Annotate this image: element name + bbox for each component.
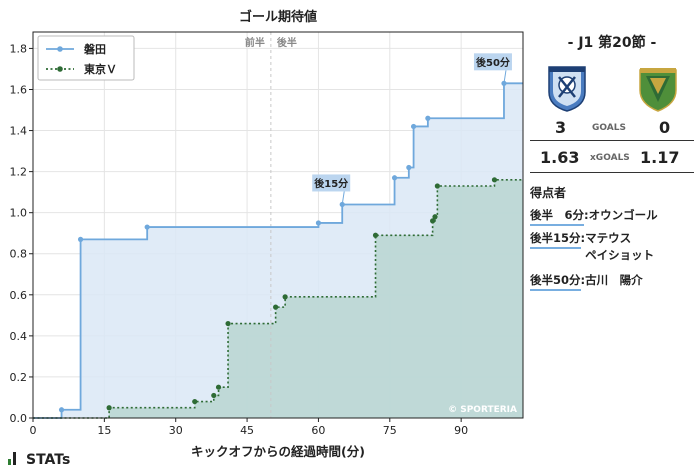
away-shot-point xyxy=(215,384,222,390)
legend-marker xyxy=(57,46,63,52)
match-title: - J1 第20節 - xyxy=(567,35,657,51)
away-xg-area xyxy=(33,179,523,418)
home-shot-point xyxy=(410,123,417,130)
legend-label: 東京Ｖ xyxy=(84,62,117,76)
home-team-crest xyxy=(548,66,586,112)
away-team-crest xyxy=(639,68,677,112)
goal-callout-label: 後15分 xyxy=(314,177,348,190)
stats-logo-text: STATs xyxy=(26,452,71,468)
y-tick-label: 1.4 xyxy=(10,125,28,138)
goal-callout-pointer xyxy=(341,191,345,205)
away-xg: 1.17 xyxy=(640,148,680,167)
y-tick-label: 0.0 xyxy=(10,412,28,425)
away-shot-point xyxy=(192,398,198,405)
away-shot-point xyxy=(372,232,379,238)
away-shot-point xyxy=(430,218,436,224)
chart-title: ゴール期待値 xyxy=(239,9,317,25)
away-shot-point xyxy=(225,320,231,327)
away-shot-point xyxy=(273,304,279,310)
x-tick-label: 60 xyxy=(311,424,325,437)
home-shot-point xyxy=(58,407,65,413)
home-goals: 3 xyxy=(555,118,567,137)
away-shot-point xyxy=(491,177,498,183)
home-shot-point xyxy=(406,164,412,171)
home-shot-point xyxy=(315,220,322,226)
away-goals: 0 xyxy=(659,118,671,137)
xg-divider xyxy=(530,172,694,173)
goal-callout-box xyxy=(312,174,351,192)
xg-label: xGOALS xyxy=(590,153,630,163)
halftime-label-second: 後半 xyxy=(277,36,297,49)
goals-row: 3 GOALS 0 xyxy=(528,118,696,140)
xg-row: 1.63 xGOALS 1.17 xyxy=(528,148,696,170)
home-shot-point xyxy=(391,175,398,181)
score-divider xyxy=(530,140,694,141)
halftime-label-first: 前半 xyxy=(245,36,265,49)
away-shot-point xyxy=(106,405,112,411)
scorer-time: 後半15分 xyxy=(530,230,581,249)
goal-callout-label: 後50分 xyxy=(476,56,510,69)
x-tick-label: 45 xyxy=(240,424,254,437)
x-tick-label: 90 xyxy=(454,424,468,437)
goal-callout-box xyxy=(473,53,512,71)
legend-marker xyxy=(57,66,63,72)
scorer-name: マテウス ペイショット xyxy=(585,231,655,262)
away-shot-point xyxy=(434,183,440,189)
y-tick-label: 0.4 xyxy=(10,330,28,343)
y-tick-label: 1.6 xyxy=(10,83,28,96)
x-tick-label: 30 xyxy=(169,424,183,437)
goals-label: GOALS xyxy=(592,123,626,133)
away-shot-point xyxy=(432,214,438,220)
scorer-name: オウンゴール xyxy=(588,208,658,222)
x-tick-label: 75 xyxy=(383,424,397,437)
sporteria-watermark: © SPORTERIA xyxy=(448,405,517,415)
home-xg-line xyxy=(33,82,523,419)
scorer-time: 後半50分 xyxy=(530,272,581,291)
stats-bars-icon xyxy=(8,452,22,465)
home-shot-point xyxy=(77,236,84,242)
plot-frame xyxy=(32,31,524,419)
scorer-item: 後半50分:古川 陽介 xyxy=(530,272,643,291)
scorer-time: 後半 6分 xyxy=(530,207,585,226)
goal-callout-pointer xyxy=(503,70,507,84)
y-tick-label: 1.8 xyxy=(10,42,28,55)
y-tick-label: 0.8 xyxy=(10,248,28,261)
away-shot-point xyxy=(282,294,288,300)
home-shot-point xyxy=(425,115,431,121)
scorers-title: 得点者 xyxy=(530,186,567,200)
x-tick-label: 0 xyxy=(30,424,37,437)
home-shot-point xyxy=(144,224,150,230)
away-xg-line xyxy=(33,179,523,419)
scorer-name: 古川 陽介 xyxy=(585,273,643,287)
y-tick-label: 0.2 xyxy=(10,371,28,384)
y-tick-label: 1.2 xyxy=(10,166,28,179)
y-tick-label: 1.0 xyxy=(10,207,28,220)
stats-logo: STATs xyxy=(8,452,70,468)
away-shot-point xyxy=(211,392,217,399)
x-tick-label: 15 xyxy=(97,424,111,437)
scorer-item: 後半15分:マテウス ペイショット xyxy=(530,230,655,262)
scorer-item: 後半 6分:オウンゴール xyxy=(530,207,658,226)
legend-label: 磐田 xyxy=(84,42,106,56)
x-axis-label: キックオフからの経過時間(分) xyxy=(191,444,365,459)
y-tick-label: 0.6 xyxy=(10,289,28,302)
home-xg: 1.63 xyxy=(540,148,580,167)
